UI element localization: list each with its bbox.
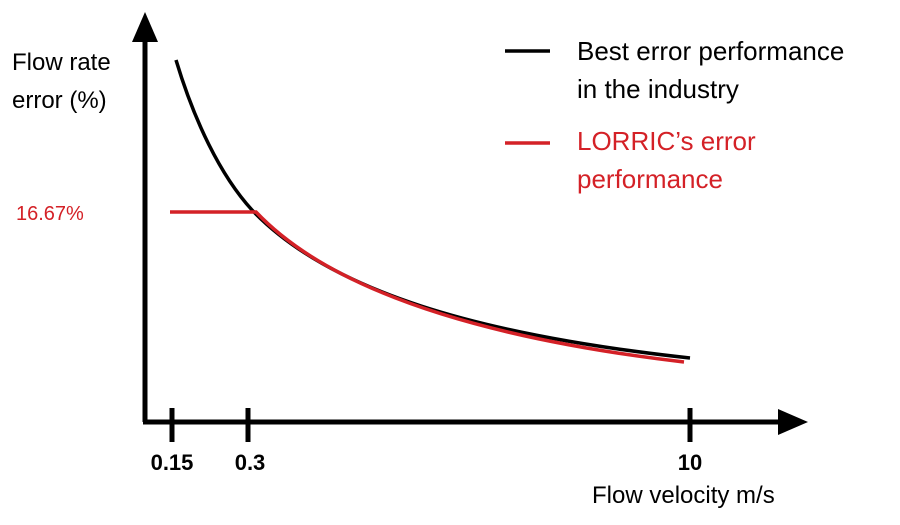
- legend-label-industry-line-2: in the industry: [577, 74, 739, 104]
- x-tick-label: 10: [678, 450, 702, 475]
- series-line-lorric: [170, 210, 685, 364]
- x-axis-arrow-icon: [778, 409, 808, 435]
- y-annotation-16-67: 16.67%: [16, 203, 84, 225]
- y-axis-label-line-2: error (%): [12, 87, 107, 114]
- x-axis-label: Flow velocity m/s: [592, 482, 775, 509]
- legend-label-lorric-line-2: performance: [577, 164, 723, 194]
- legend-label-industry-line-1: Best error performance: [577, 36, 844, 66]
- x-tick-label: 0.3: [235, 450, 266, 475]
- series-line-industry: [174, 59, 691, 360]
- y-axis-arrow-icon: [132, 12, 158, 42]
- y-axis-label-line-1: Flow rate: [12, 49, 111, 76]
- x-tick-label: 0.15: [151, 450, 194, 475]
- legend-label-lorric-line-1: LORRIC’s error: [577, 126, 756, 156]
